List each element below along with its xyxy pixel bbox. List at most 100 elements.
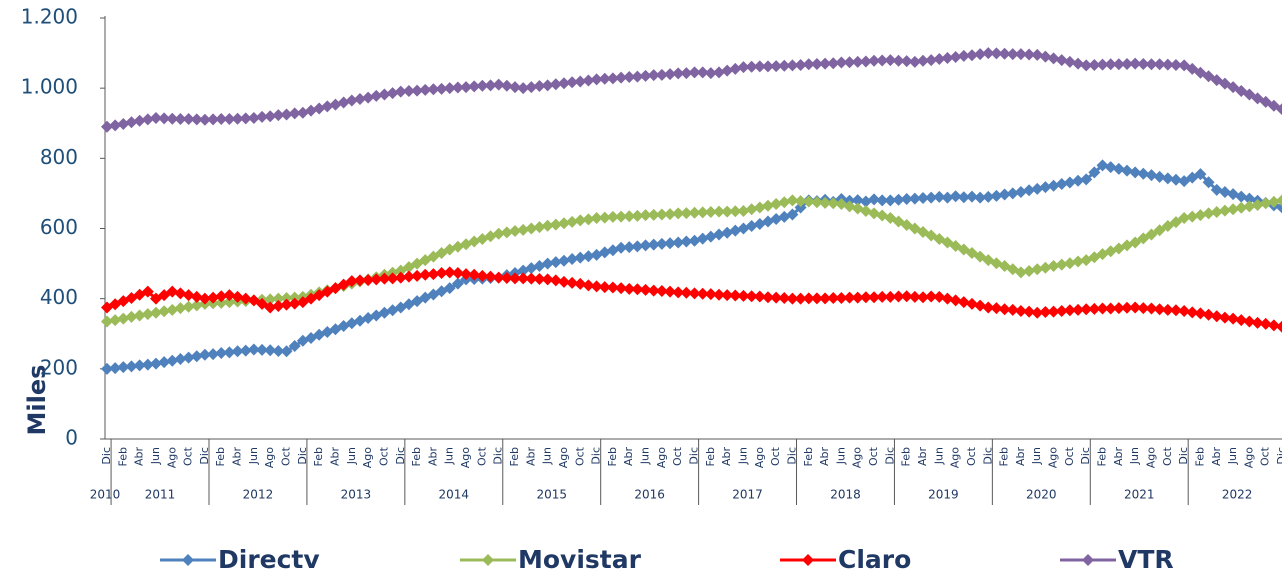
point-marker [1063,176,1076,189]
point-marker [288,340,301,353]
point-marker [1121,301,1133,314]
point-marker [892,54,905,67]
point-marker [1186,62,1199,75]
legend-label: Claro [838,545,911,574]
point-marker [1153,170,1166,183]
point-marker [557,77,570,90]
point-marker [664,237,677,250]
point-marker [133,309,146,322]
point-marker [353,93,366,106]
point-marker [288,107,301,120]
point-marker [1063,257,1076,270]
point-marker [492,271,505,284]
point-marker [525,262,538,275]
point-marker [949,294,962,307]
point-marker [1218,186,1231,199]
year-label: 2022 [1222,488,1253,502]
point-marker [647,208,660,221]
point-marker [965,190,978,203]
point-marker [549,256,562,269]
year-label: 2021 [1124,488,1155,502]
point-marker [1121,57,1133,70]
point-marker [696,287,709,300]
point-marker [1251,316,1264,329]
year-label: 2020 [1026,488,1057,502]
point-marker [133,359,146,372]
point-marker [492,78,505,91]
point-marker [606,72,619,85]
point-marker [1194,209,1207,222]
point-marker [598,281,611,294]
point-marker [525,81,538,94]
point-marker [231,112,244,125]
point-marker [696,232,709,245]
point-marker [574,277,587,290]
point-marker [1023,184,1036,197]
point-marker [492,227,505,240]
point-marker [623,282,636,295]
point-marker [851,194,864,207]
point-marker [158,356,171,369]
point-marker [615,241,628,254]
point-marker [859,195,872,208]
point-marker [908,192,921,205]
point-marker [264,301,277,314]
point-marker [451,277,464,290]
point-marker [435,267,448,280]
point-marker [647,284,660,297]
point-marker [925,54,938,67]
point-marker [1235,314,1248,327]
x-tick-label: Jun [1030,447,1043,465]
point-marker [745,220,758,233]
point-marker [1088,59,1101,72]
point-marker [1276,103,1282,116]
year-label: 2017 [732,488,763,502]
point-marker [631,283,644,296]
point-marker [819,57,832,70]
point-marker [876,194,889,207]
point-marker [1096,302,1109,315]
point-marker [900,193,913,206]
point-marker [1145,58,1158,71]
point-marker [215,347,228,360]
point-marker [1080,303,1093,316]
x-tick-label: Feb [214,447,227,466]
point-marker [198,348,211,361]
point-marker [109,314,122,327]
point-marker [655,208,668,221]
point-marker [696,206,709,219]
point-marker [509,272,521,285]
point-marker [557,217,570,230]
year-label: 2015 [536,488,567,502]
x-tick-label: Oct [280,446,293,466]
point-marker [557,254,570,267]
point-marker [843,56,856,69]
point-marker [590,280,603,293]
point-marker [1267,319,1280,332]
point-marker [582,74,595,87]
point-marker [1088,166,1101,179]
point-marker [427,268,440,281]
point-marker [101,362,113,375]
point-marker [125,360,138,373]
point-marker [451,267,464,280]
x-tick-label: Oct [1259,446,1272,466]
point-marker [794,59,807,72]
x-tick-label: Ago [1242,447,1255,469]
point-marker [215,113,228,126]
point-marker [468,268,481,281]
point-marker [1145,169,1158,182]
point-marker [402,84,415,97]
point-marker [664,68,677,81]
point-marker [1259,197,1272,210]
point-marker [868,291,881,304]
x-tick-label: Dic [100,447,113,465]
point-marker [1014,186,1027,199]
point-marker [141,358,154,371]
point-marker [500,226,513,239]
point-marker [272,292,285,305]
point-marker [1161,58,1174,71]
point-marker [998,47,1011,60]
x-tick-label: Oct [769,446,782,466]
x-tick-label: Oct [867,446,880,466]
